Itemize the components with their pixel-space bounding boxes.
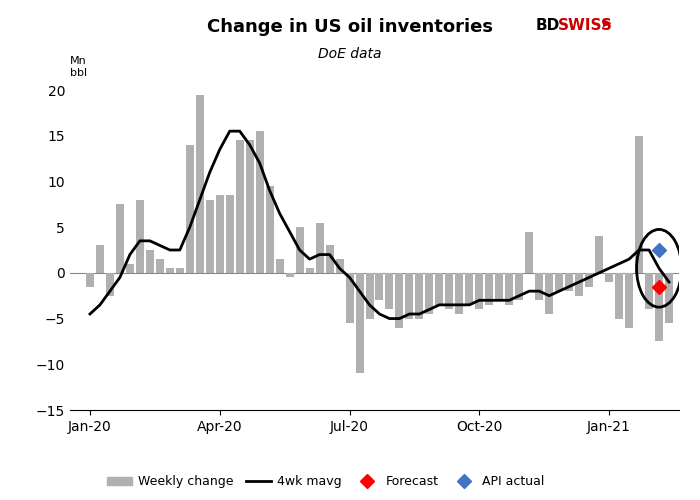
Text: BD: BD — [536, 18, 560, 32]
Bar — [356, 273, 363, 374]
Bar — [186, 145, 194, 273]
Bar — [645, 273, 653, 310]
Bar — [176, 268, 184, 273]
Bar — [306, 268, 314, 273]
Bar — [575, 273, 583, 295]
Bar — [635, 136, 643, 273]
Text: Mn
bbl: Mn bbl — [70, 56, 87, 78]
Text: DoE data: DoE data — [318, 48, 382, 62]
Bar — [106, 273, 114, 295]
Bar — [346, 273, 354, 323]
Bar — [256, 131, 264, 273]
Legend: Weekly change, 4wk mavg, Forecast, API actual: Weekly change, 4wk mavg, Forecast, API a… — [102, 470, 550, 494]
Bar — [515, 273, 524, 300]
Bar — [595, 236, 603, 273]
Bar — [505, 273, 513, 305]
Bar — [405, 273, 414, 318]
Bar — [426, 273, 433, 314]
Bar — [126, 264, 134, 273]
Bar — [316, 222, 323, 273]
Bar — [86, 273, 94, 286]
Bar — [166, 268, 174, 273]
Text: Change in US oil inventories: Change in US oil inventories — [207, 18, 493, 36]
Bar — [286, 273, 293, 278]
Bar — [605, 273, 613, 282]
Text: SWISS: SWISS — [558, 18, 612, 32]
Bar — [525, 232, 533, 273]
Text: ▶: ▶ — [603, 18, 612, 28]
Bar — [156, 259, 164, 273]
Bar — [146, 250, 154, 273]
Bar — [415, 273, 424, 318]
Bar — [216, 195, 224, 273]
Bar — [335, 259, 344, 273]
Bar — [555, 273, 564, 291]
Bar — [206, 200, 214, 273]
Bar — [246, 140, 253, 273]
Bar — [196, 94, 204, 273]
Bar — [466, 273, 473, 305]
Bar — [496, 273, 503, 300]
Bar — [386, 273, 393, 310]
Bar — [536, 273, 543, 300]
Bar — [585, 273, 593, 286]
Bar — [485, 273, 494, 305]
Bar — [96, 246, 104, 273]
Bar — [565, 273, 573, 291]
Bar — [445, 273, 454, 310]
Bar — [475, 273, 483, 310]
Bar — [655, 273, 663, 342]
Bar — [456, 273, 463, 314]
Bar — [236, 140, 244, 273]
Bar — [326, 246, 334, 273]
Bar — [116, 204, 124, 273]
Bar — [625, 273, 633, 328]
Bar — [136, 200, 144, 273]
Bar — [545, 273, 553, 314]
Bar — [266, 186, 274, 273]
Bar — [276, 259, 284, 273]
Bar — [295, 227, 304, 273]
Bar — [615, 273, 623, 318]
Bar — [395, 273, 403, 328]
Bar — [435, 273, 443, 305]
Bar — [365, 273, 374, 318]
Bar — [665, 273, 673, 323]
Bar — [225, 195, 234, 273]
Bar — [375, 273, 384, 300]
